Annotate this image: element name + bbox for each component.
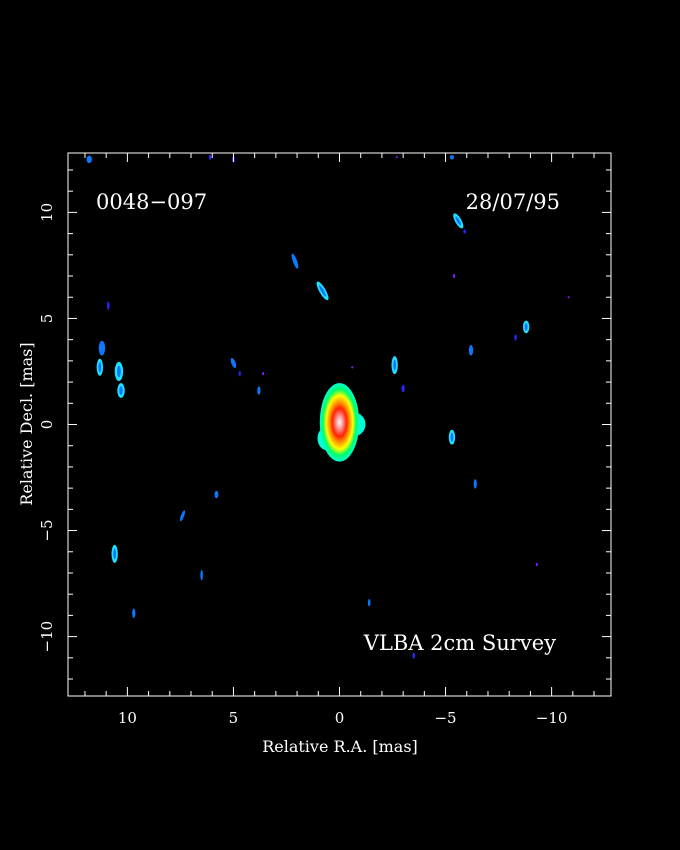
emission-knot-9-inner bbox=[319, 285, 326, 297]
emission-knot-5 bbox=[449, 155, 455, 160]
emission-knot-36 bbox=[412, 652, 416, 659]
emission-components bbox=[86, 154, 570, 659]
emission-knot-25-inner bbox=[393, 359, 397, 371]
x-axis-tick-labels: 10 5 0 −5 −10 bbox=[118, 709, 568, 727]
x-tick-label: 0 bbox=[335, 709, 345, 727]
emission-knot-6-inner bbox=[455, 216, 462, 226]
emission-knot-28 bbox=[473, 479, 477, 489]
emission-knot-19-inner bbox=[119, 386, 123, 396]
emission-knot-12 bbox=[567, 296, 570, 299]
emission-knot-33 bbox=[132, 608, 136, 619]
observation-date-annotation: 28/07/95 bbox=[466, 190, 560, 214]
emission-knot-7 bbox=[463, 229, 466, 234]
x-tick-label: −10 bbox=[536, 709, 568, 727]
emission-knot-16 bbox=[98, 340, 106, 356]
y-tick-label: 0 bbox=[38, 420, 56, 430]
emission-knot-8 bbox=[291, 253, 299, 269]
emission-knot-20 bbox=[230, 357, 237, 369]
emission-knot-31-inner bbox=[113, 548, 117, 560]
emission-knot-29 bbox=[214, 490, 219, 499]
emission-knot-15 bbox=[468, 344, 474, 356]
emission-knot-2 bbox=[208, 154, 212, 160]
x-tick-label: 5 bbox=[229, 709, 239, 727]
survey-name-annotation: VLBA 2cm Survey bbox=[363, 631, 556, 655]
emission-knot-27-inner bbox=[450, 432, 454, 442]
y-axis-tick-labels: −10 −5 0 5 10 bbox=[38, 203, 56, 653]
emission-knot-17-inner bbox=[98, 362, 102, 373]
x-axis-label: Relative R.A. [mas] bbox=[262, 737, 418, 756]
emission-knot-14 bbox=[514, 334, 517, 341]
y-tick-label: 10 bbox=[38, 203, 56, 222]
source-name-annotation: 0048−097 bbox=[96, 190, 207, 214]
emission-knot-30 bbox=[180, 510, 186, 522]
emission-knot-13-inner bbox=[524, 323, 528, 331]
emission-knot-32 bbox=[200, 569, 203, 581]
emission-knot-1 bbox=[86, 155, 92, 164]
emission-knot-35 bbox=[367, 598, 371, 607]
axis-ticks bbox=[68, 153, 611, 696]
y-tick-label: −5 bbox=[38, 519, 56, 541]
x-tick-label: 10 bbox=[118, 709, 137, 727]
emission-knot-4 bbox=[395, 156, 398, 159]
core-emission bbox=[319, 383, 360, 462]
emission-knot-26 bbox=[401, 384, 405, 393]
emission-knot-23 bbox=[257, 386, 261, 395]
y-axis-label: Relative Decl. [mas] bbox=[17, 342, 36, 505]
y-tick-label: 5 bbox=[38, 314, 56, 324]
emission-knot-22 bbox=[262, 372, 265, 376]
emission-knot-11 bbox=[453, 273, 456, 279]
emission-knot-21 bbox=[238, 370, 241, 377]
emission-knot-34 bbox=[535, 562, 538, 567]
emission-knot-10 bbox=[107, 301, 110, 310]
emission-knot-24 bbox=[351, 365, 354, 369]
x-tick-label: −5 bbox=[434, 709, 456, 727]
emission-knot-18-inner bbox=[116, 365, 121, 378]
y-tick-label: −10 bbox=[38, 621, 56, 653]
radio-core bbox=[317, 383, 366, 462]
